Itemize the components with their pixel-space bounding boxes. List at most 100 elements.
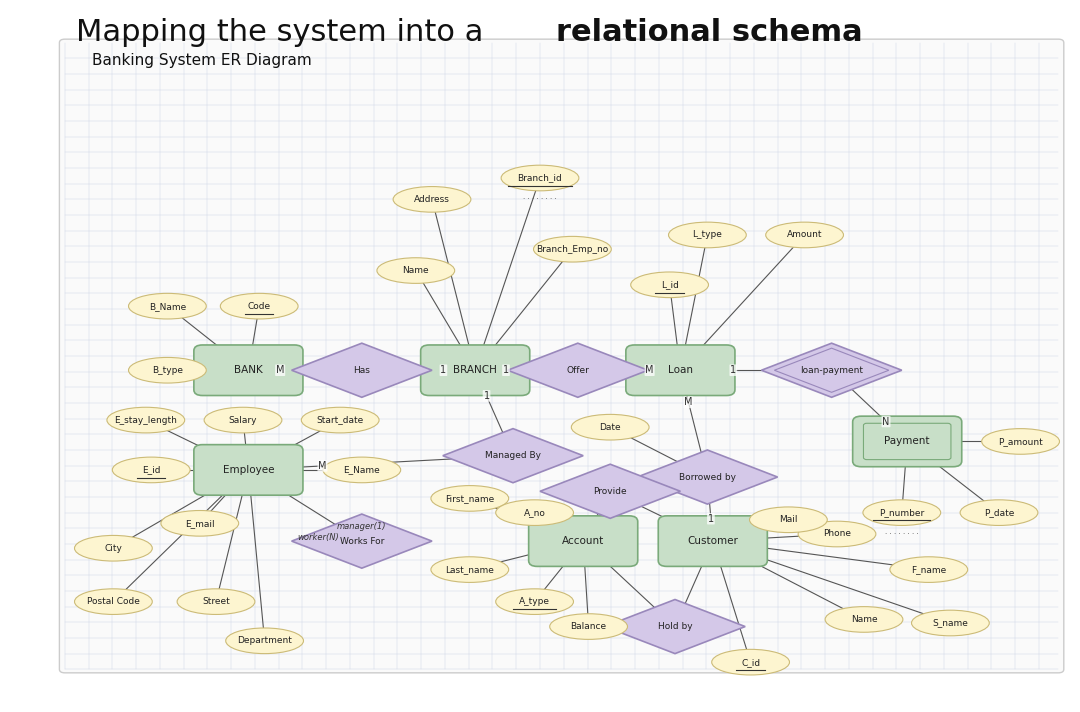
Ellipse shape — [960, 500, 1038, 525]
Text: Department: Department — [238, 637, 292, 645]
Ellipse shape — [798, 521, 876, 547]
Ellipse shape — [431, 557, 509, 582]
Text: A_no: A_no — [524, 508, 545, 517]
Ellipse shape — [75, 535, 152, 561]
Ellipse shape — [631, 272, 708, 298]
Ellipse shape — [177, 589, 255, 614]
Text: Customer: Customer — [687, 536, 739, 546]
Ellipse shape — [766, 222, 843, 248]
Ellipse shape — [220, 293, 298, 319]
Text: S_name: S_name — [932, 619, 969, 627]
Text: Balance: Balance — [570, 622, 607, 631]
Text: Borrowed by: Borrowed by — [679, 473, 735, 481]
FancyBboxPatch shape — [853, 416, 962, 467]
Text: Name: Name — [403, 266, 429, 275]
Text: Hold by: Hold by — [658, 622, 692, 631]
Text: Code: Code — [247, 302, 271, 310]
Text: 1: 1 — [503, 365, 509, 375]
Text: 1: 1 — [484, 391, 489, 401]
Ellipse shape — [912, 610, 989, 636]
Text: Date: Date — [599, 423, 621, 431]
Ellipse shape — [890, 557, 968, 582]
Text: C_id: C_id — [741, 658, 760, 666]
Text: Amount: Amount — [787, 231, 822, 239]
Ellipse shape — [323, 457, 401, 483]
Text: B_type: B_type — [152, 366, 183, 375]
Ellipse shape — [129, 293, 206, 319]
Ellipse shape — [501, 165, 579, 191]
Text: 1: 1 — [730, 365, 737, 375]
Text: BRANCH: BRANCH — [454, 365, 497, 375]
Polygon shape — [443, 429, 583, 483]
FancyBboxPatch shape — [626, 345, 734, 396]
Text: Last_name: Last_name — [445, 565, 495, 574]
Text: Phone: Phone — [823, 530, 851, 538]
Text: P_number: P_number — [879, 508, 924, 517]
Ellipse shape — [750, 507, 827, 533]
Text: First_name: First_name — [445, 494, 495, 503]
Text: Mail: Mail — [779, 515, 798, 524]
Ellipse shape — [393, 187, 471, 212]
Text: Has: Has — [353, 366, 370, 375]
Text: B_Name: B_Name — [149, 302, 186, 310]
Polygon shape — [761, 343, 902, 397]
Text: Name: Name — [851, 615, 877, 624]
Text: L_id: L_id — [661, 281, 678, 289]
Ellipse shape — [112, 457, 190, 483]
Ellipse shape — [982, 429, 1059, 454]
Text: M: M — [685, 397, 692, 407]
FancyBboxPatch shape — [59, 39, 1064, 673]
Text: manager(1): manager(1) — [337, 523, 387, 531]
Text: Offer: Offer — [566, 366, 590, 375]
Text: P_date: P_date — [984, 508, 1014, 517]
Text: City: City — [105, 544, 122, 553]
Text: Works For: Works For — [339, 537, 384, 545]
Ellipse shape — [129, 357, 206, 383]
Text: E_stay_length: E_stay_length — [114, 416, 177, 424]
Ellipse shape — [161, 511, 239, 536]
Text: 1: 1 — [707, 513, 714, 524]
FancyBboxPatch shape — [194, 345, 302, 396]
Polygon shape — [637, 450, 778, 504]
Text: relational schema: relational schema — [556, 18, 863, 47]
Text: P_amount: P_amount — [998, 437, 1043, 446]
Ellipse shape — [431, 486, 509, 511]
Ellipse shape — [534, 236, 611, 262]
Polygon shape — [292, 514, 432, 568]
Text: Postal Code: Postal Code — [87, 597, 139, 606]
Text: 1: 1 — [441, 365, 446, 375]
Ellipse shape — [863, 500, 941, 525]
Ellipse shape — [496, 500, 573, 525]
Text: · · · · · · · ·: · · · · · · · · — [885, 531, 919, 537]
Text: L_type: L_type — [692, 231, 723, 239]
Text: E_mail: E_mail — [185, 519, 215, 528]
Ellipse shape — [204, 407, 282, 433]
Text: Mapping the system into a: Mapping the system into a — [76, 18, 492, 47]
Ellipse shape — [825, 607, 903, 632]
Ellipse shape — [571, 414, 649, 440]
Ellipse shape — [550, 614, 627, 639]
Text: Employee: Employee — [222, 465, 274, 475]
Ellipse shape — [75, 589, 152, 614]
Text: A_type: A_type — [519, 597, 550, 606]
FancyBboxPatch shape — [659, 515, 767, 567]
Text: Account: Account — [562, 536, 605, 546]
Text: E_Name: E_Name — [343, 466, 380, 474]
Text: Provide: Provide — [593, 487, 627, 496]
Ellipse shape — [226, 628, 303, 654]
Text: Payment: Payment — [885, 436, 930, 446]
Text: Branch_id: Branch_id — [517, 174, 563, 182]
Ellipse shape — [712, 649, 789, 675]
Text: worker(N): worker(N) — [298, 533, 339, 542]
Text: M: M — [275, 365, 284, 375]
Text: E_id: E_id — [141, 466, 161, 474]
Text: Start_date: Start_date — [316, 416, 364, 424]
Text: Loan: Loan — [667, 365, 693, 375]
Polygon shape — [292, 343, 432, 397]
Text: loan-payment: loan-payment — [800, 366, 863, 375]
Text: M: M — [319, 461, 327, 471]
Polygon shape — [540, 464, 680, 518]
Ellipse shape — [496, 589, 573, 614]
Text: Address: Address — [414, 195, 450, 204]
Text: · · · · · · · ·: · · · · · · · · — [523, 197, 557, 202]
